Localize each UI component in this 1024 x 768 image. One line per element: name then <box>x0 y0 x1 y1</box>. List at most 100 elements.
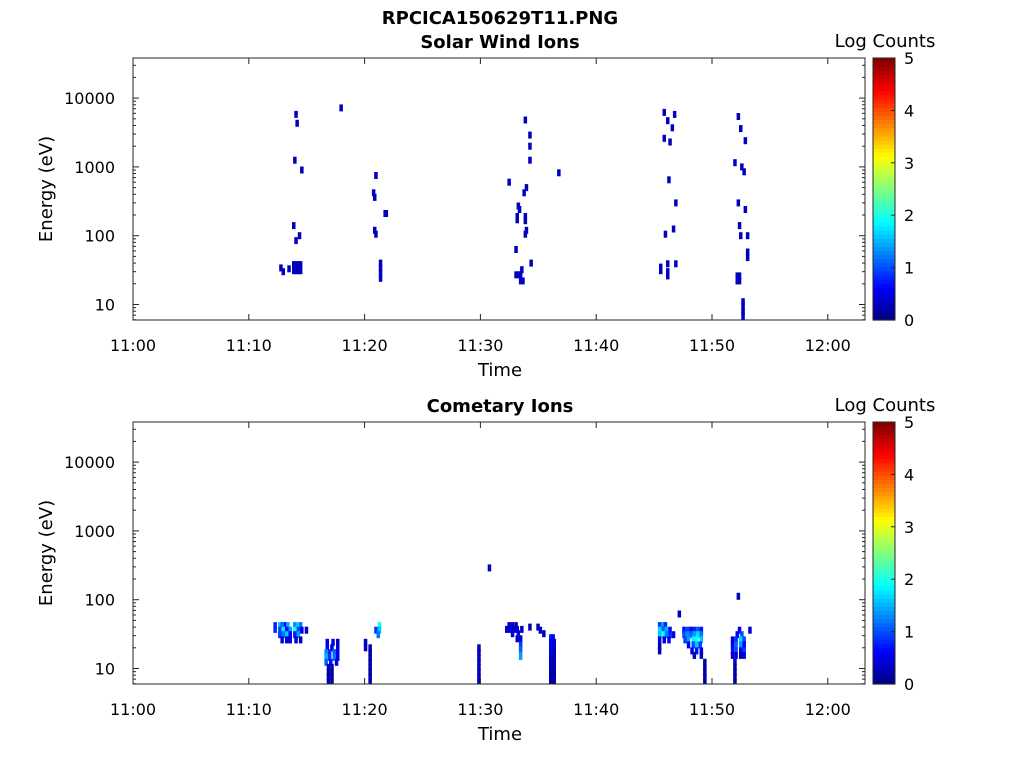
heatmap-cell <box>292 261 296 269</box>
heatmap-cell <box>664 626 669 634</box>
heatmap-cell <box>733 673 737 681</box>
heatmap-cell <box>696 626 700 634</box>
heatmap-cell <box>686 641 691 649</box>
colorbar-segment <box>873 602 895 607</box>
colorbar-label: Log Counts <box>835 395 936 416</box>
panel-cometary: Cometary Ions Log Counts Time Energy (eV… <box>36 395 935 745</box>
heatmap-cell <box>662 134 666 142</box>
heatmap-cell <box>368 644 372 652</box>
heatmap-cell <box>661 626 665 634</box>
heatmap-cell <box>733 159 737 167</box>
colorbar-segment <box>873 442 895 448</box>
heatmap-cell <box>378 264 383 272</box>
heatmap-cell <box>304 626 309 634</box>
heatmap-cell <box>699 647 704 655</box>
colorbar-segment <box>873 610 895 615</box>
heatmap-cell <box>298 267 303 275</box>
heatmap-cell <box>672 110 677 118</box>
colorbar-segment <box>873 651 895 656</box>
colorbar-segment <box>873 659 895 665</box>
heatmap-cell <box>368 678 372 684</box>
heatmap-cell <box>508 625 512 633</box>
heatmap-cell <box>378 274 383 282</box>
colorbar: 0 1 2 3 4 5 <box>872 413 914 694</box>
heatmap-cell <box>281 268 285 276</box>
heatmap-cell <box>515 216 519 224</box>
heatmap-cell <box>667 176 671 184</box>
colorbar-segment <box>873 667 895 673</box>
colorbar-segment <box>873 152 895 157</box>
heatmap-cell <box>745 254 750 262</box>
heatmap-cell <box>300 166 304 174</box>
heatmap-cell <box>552 663 556 671</box>
heatmap-cell <box>377 622 382 630</box>
heatmap-cell <box>661 622 665 630</box>
heatmap-cell <box>363 638 368 646</box>
colorbar-segment <box>873 430 895 435</box>
colorbar-segment <box>873 491 895 497</box>
x-tick-label: 11:30 <box>457 700 503 719</box>
colorbar-segment <box>873 234 895 239</box>
heatmap-cell <box>520 625 524 633</box>
heatmap-cell <box>549 653 553 661</box>
colorbar-tick-label: 5 <box>904 413 914 432</box>
heatmap-cell <box>730 651 735 659</box>
heatmap-cell <box>293 156 297 164</box>
heatmap-cell <box>336 638 340 646</box>
heatmap-cell <box>552 638 556 646</box>
heatmap-cell <box>331 638 335 646</box>
heatmap-cell <box>736 199 741 207</box>
colorbar-segment <box>873 291 895 297</box>
heatmap-cell <box>295 119 299 127</box>
heatmap-cell <box>549 649 553 657</box>
colorbar-segment <box>873 217 895 223</box>
colorbar-segment <box>873 180 895 186</box>
heatmap-cell <box>515 625 519 633</box>
y-tick-label: 1000 <box>74 158 115 177</box>
heatmap-cell <box>742 651 746 659</box>
heatmap-cell <box>327 649 332 657</box>
colorbar-segment <box>873 315 895 321</box>
x-tick-label: 11:20 <box>342 336 388 355</box>
heatmap-cell <box>332 653 336 661</box>
heatmap-cell <box>281 626 285 634</box>
y-tick-label: 1000 <box>74 522 115 541</box>
heatmap-cell <box>703 673 707 681</box>
y-ticks: 10 100 1000 10000 <box>64 64 865 321</box>
y-ticks: 10 100 1000 10000 <box>64 428 865 685</box>
heatmap-cell <box>552 649 556 657</box>
heatmap-cell <box>373 226 377 234</box>
colorbar-segment <box>873 225 895 231</box>
heatmap-cell <box>368 663 372 671</box>
heatmap-cell <box>327 653 332 661</box>
colorbar-segment <box>873 471 895 476</box>
x-tick-label: 11:10 <box>226 700 272 719</box>
heatmap-cell <box>733 668 737 676</box>
colorbar-segment <box>873 98 895 104</box>
heatmap-cell <box>330 668 334 676</box>
panel-title: Solar Wind Ions <box>420 32 579 53</box>
heatmap-cell <box>514 622 518 630</box>
heatmap-cell <box>294 110 298 118</box>
heatmap-cell <box>510 622 515 630</box>
y-axis-label: Energy (eV) <box>36 500 57 606</box>
heatmap-cell <box>477 673 481 681</box>
heatmap-cell <box>549 673 553 681</box>
heatmap-cell <box>326 663 331 671</box>
heatmap-cell <box>745 248 750 256</box>
colorbar-frame <box>872 57 896 321</box>
heatmap-cell <box>280 636 284 644</box>
heatmap-cell <box>296 267 301 275</box>
heatmap-cell <box>285 626 289 634</box>
heatmap-cell <box>667 636 671 644</box>
heatmap-cell <box>374 626 378 634</box>
heatmap-cell <box>736 113 741 120</box>
heatmap-cell <box>283 622 288 630</box>
heatmap-cell <box>670 124 675 132</box>
colorbar-segment <box>873 189 895 194</box>
heatmap-cell <box>298 636 303 644</box>
heatmap-cell <box>549 638 553 646</box>
y-axis-label: Energy (eV) <box>36 136 57 242</box>
heatmap-cell <box>517 206 522 213</box>
